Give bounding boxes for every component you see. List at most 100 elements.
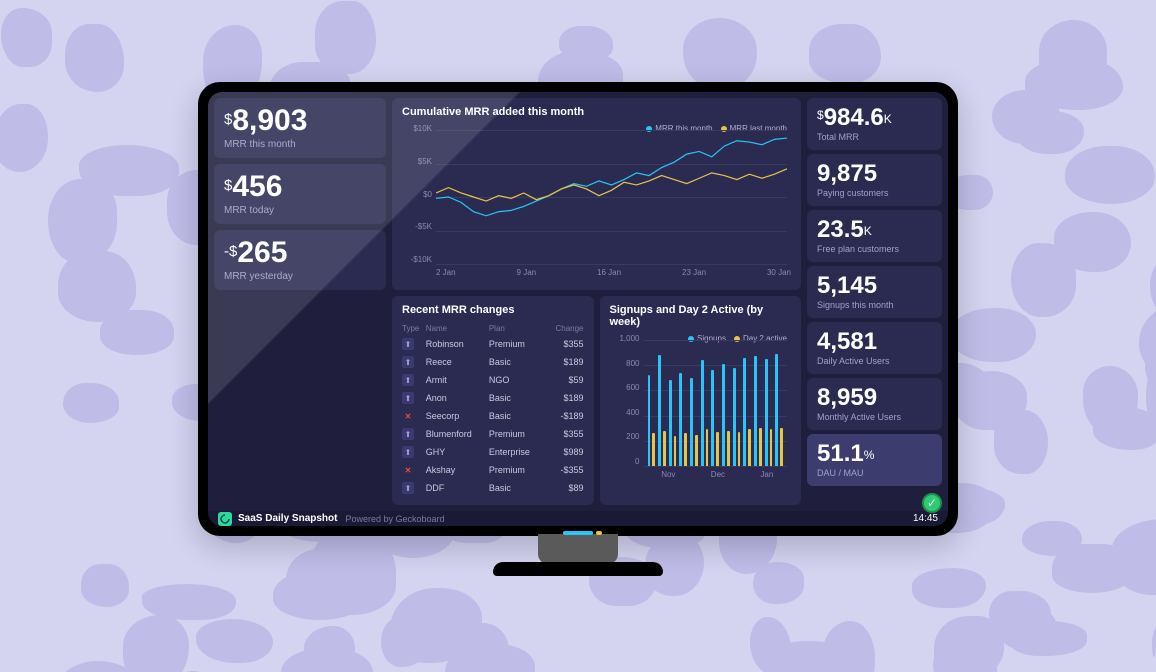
stat-value: 51.1% <box>817 442 932 466</box>
bar-day2 <box>716 432 719 466</box>
stat-value: -$265 <box>224 238 376 268</box>
line-chart-plot <box>436 130 787 264</box>
stat-label: Daily Active Users <box>817 356 932 366</box>
cell-change: -$355 <box>545 461 583 479</box>
table-column-header: Change <box>545 322 583 335</box>
stat-card-monthly-active-users: 8,959Monthly Active Users <box>807 378 942 430</box>
cell-name: Reece <box>426 353 489 371</box>
stat-label: MRR yesterday <box>224 271 376 282</box>
stat-card-signups-this-month: 5,145Signups this month <box>807 266 942 318</box>
cell-change: $59 <box>545 371 583 389</box>
cell-type: ⬆ <box>402 335 426 353</box>
stat-label: Total MRR <box>817 132 932 142</box>
cell-change: $355 <box>545 425 583 443</box>
cell-type: ⬆ <box>402 389 426 407</box>
x-tick-label: 2 Jan <box>436 268 456 282</box>
bar-day2 <box>684 433 687 466</box>
monitor-base <box>493 562 663 576</box>
mrr-changes-table: TypeNamePlanChange ⬆ Robinson Premium $3… <box>402 322 584 497</box>
table-header-row: TypeNamePlanChange <box>402 322 584 335</box>
bar-chart-title: Signups and Day 2 Active (by week) <box>610 304 792 328</box>
cell-change: $989 <box>545 443 583 461</box>
footer-powered-by: Powered by Geckoboard <box>345 514 444 524</box>
chart-line-mrr-this-month <box>436 138 787 216</box>
stat-card-free-plan-customers: 23.5KFree plan customers <box>807 210 942 262</box>
grid-line <box>436 264 787 265</box>
cell-name: Robinson <box>426 335 489 353</box>
middle-column: Cumulative MRR added this month MRR this… <box>392 98 801 505</box>
stat-value: 9,875 <box>817 162 932 186</box>
grid-line <box>644 466 788 467</box>
footer-time: 14:45 <box>913 513 938 524</box>
bar-group <box>690 340 698 466</box>
bar-day2 <box>727 431 730 466</box>
bar-signups <box>701 360 704 466</box>
bar-signups <box>690 378 693 466</box>
bar-chart-bars <box>644 340 788 466</box>
x-tick-label: Jan <box>760 470 773 484</box>
bar-chart-x-axis: Nov Dec Jan <box>644 470 792 484</box>
bar-day2 <box>738 432 741 466</box>
y-tick-label: 0 <box>610 457 640 466</box>
stat-value: $984.6K <box>817 106 932 130</box>
table-column-header: Name <box>426 322 489 335</box>
stat-label: MRR today <box>224 205 376 216</box>
bar-group <box>669 340 677 466</box>
dashboard-footer: SaaS Daily Snapshot Powered by Geckoboar… <box>208 511 948 526</box>
x-tick-label: Dec <box>711 470 725 484</box>
bar-signups <box>754 356 757 466</box>
cell-plan: Enterprise <box>489 443 545 461</box>
bar-day2 <box>706 429 709 466</box>
bar-group <box>648 340 656 466</box>
x-tick-label: 23 Jan <box>682 268 706 282</box>
cell-change: $89 <box>545 479 583 497</box>
bar-day2 <box>695 435 698 467</box>
y-tick-label: $0 <box>402 190 432 199</box>
middle-bottom-row: Recent MRR changes TypeNamePlanChange ⬆ … <box>392 296 801 505</box>
table-row: ⬆ Armit NGO $59 <box>402 371 584 389</box>
table-row: ⬆ GHY Enterprise $989 <box>402 443 584 461</box>
bar-group <box>765 340 773 466</box>
x-tick-label: 30 Jan <box>767 268 791 282</box>
cell-name: Akshay <box>426 461 489 479</box>
monitor-frame: $8,903MRR this month$456MRR today-$265MR… <box>198 82 958 536</box>
stat-card-mrr-today: $456 MRR today <box>214 164 386 224</box>
stat-label: Paying customers <box>817 188 932 198</box>
stat-value: $8,903 <box>224 106 376 136</box>
bar-signups <box>648 375 651 466</box>
bar-signups <box>658 355 661 466</box>
cell-type: ✕ <box>402 407 426 425</box>
x-tick-label: Nov <box>661 470 675 484</box>
right-stats-column: $984.6K Total MRR 9,875 Paying customers 23.… <box>807 98 942 505</box>
table-row: ⬆ DDF Basic $89 <box>402 479 584 497</box>
table-row: ⬆ Robinson Premium $355 <box>402 335 584 353</box>
stat-value: 5,145 <box>817 274 932 298</box>
bar-signups <box>722 364 725 466</box>
bar-chart-area: SignupsDay 2 active 1,0008006004002000 N… <box>610 334 792 484</box>
monitor-indicator-dot <box>596 531 602 535</box>
bar-signups <box>733 368 736 466</box>
bar-day2 <box>770 429 773 466</box>
status-check-icon: ✓ <box>922 493 942 513</box>
mrr-changes-card: Recent MRR changes TypeNamePlanChange ⬆ … <box>392 296 594 505</box>
upgrade-icon: ⬆ <box>402 356 414 368</box>
stat-card-daily-active-users: 4,581Daily Active Users <box>807 322 942 374</box>
line-chart-x-axis: 2 Jan9 Jan16 Jan23 Jan30 Jan <box>436 268 791 282</box>
y-tick-label: 1,000 <box>610 334 640 343</box>
table-row: ⬆ Anon Basic $189 <box>402 389 584 407</box>
y-tick-label: 800 <box>610 359 640 368</box>
line-chart-svg <box>436 130 787 264</box>
bar-chart-card: Signups and Day 2 Active (by week) Signu… <box>600 296 802 505</box>
cell-plan: Premium <box>489 425 545 443</box>
bar-group <box>722 340 730 466</box>
bar-signups <box>775 354 778 466</box>
line-chart-card: Cumulative MRR added this month MRR this… <box>392 98 801 290</box>
bar-group <box>679 340 687 466</box>
stat-card-mrr-yesterday: -$265 MRR yesterday <box>214 230 386 290</box>
left-stats-column: $8,903MRR this month$456MRR today-$265MR… <box>214 98 386 505</box>
bar-signups <box>679 373 682 466</box>
line-chart-y-axis: $10K$5K$0-$5K-$10K <box>402 124 432 264</box>
page-background: $8,903MRR this month$456MRR today-$265MR… <box>0 0 1156 672</box>
cell-type: ⬆ <box>402 479 426 497</box>
stat-value: $456 <box>224 172 376 202</box>
